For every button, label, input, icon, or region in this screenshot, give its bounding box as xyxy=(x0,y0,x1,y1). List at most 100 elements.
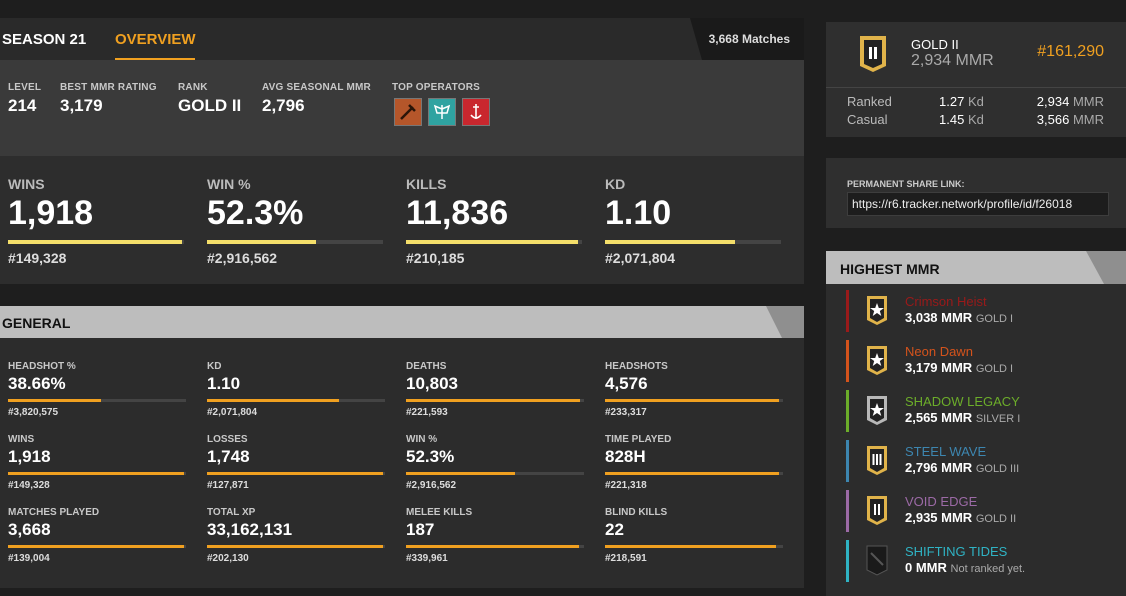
stat-value: 52.3% xyxy=(207,194,304,232)
season-mmr-item: SHIFTING TIDES 0 MMR Not ranked yet. xyxy=(846,540,1106,582)
stat-value: 52.3% xyxy=(406,447,455,466)
tab-overview[interactable]: OVERVIEW xyxy=(115,31,196,48)
stat-bar-fill xyxy=(605,399,780,402)
stat-rank: #127,871 xyxy=(207,480,249,491)
season-mmr-item: VOID EDGE 2,935 MMR GOLD II xyxy=(846,490,1106,532)
stat-rank: #149,328 xyxy=(8,480,50,491)
stat-bar xyxy=(207,545,385,548)
season-rank: SILVER I xyxy=(975,413,1021,425)
season-name[interactable]: Neon Dawn xyxy=(905,344,973,359)
stat-label: WIN % xyxy=(406,434,438,445)
general-stat-total-xp: TOTAL XP 33,162,131 #202,130 xyxy=(207,507,385,564)
stat-label: WIN % xyxy=(207,176,251,192)
summary-label: RANK xyxy=(178,82,208,93)
stat-bar-fill xyxy=(406,399,581,402)
stat-bar xyxy=(605,472,783,475)
stat-rank: #218,591 xyxy=(605,553,647,564)
mmr-value: 3,566 xyxy=(1036,112,1070,127)
stat-rank: #339,961 xyxy=(406,553,448,564)
general-stat-headshots: HEADSHOTS 4,576 #233,317 xyxy=(605,361,783,418)
season-name[interactable]: VOID EDGE xyxy=(905,494,978,509)
summary-best-mmr: BEST MMR RATING 3,179 xyxy=(60,82,157,116)
gold-ii-badge-icon xyxy=(858,34,888,74)
stat-label: LOSSES xyxy=(207,434,248,445)
gold-star-icon xyxy=(865,294,889,326)
season-mmr: 3,038 MMR GOLD I xyxy=(905,310,1013,325)
stat-bar xyxy=(207,399,385,402)
season-accent xyxy=(846,390,849,432)
stat-bar xyxy=(406,240,582,244)
mmr-value: 3,179 MMR xyxy=(905,360,973,375)
row-name: Ranked xyxy=(847,94,892,109)
operator-list xyxy=(394,98,490,126)
season-mmr-item: SHADOW LEGACY 2,565 MMR SILVER I xyxy=(846,390,1106,432)
season-accent xyxy=(846,440,849,482)
season-accent xyxy=(846,290,849,332)
operator-anchor-icon[interactable] xyxy=(462,98,490,126)
stat-value: 11,836 xyxy=(406,194,509,232)
tab-underline xyxy=(115,58,195,60)
gold-star-icon xyxy=(865,344,889,376)
stat-label: KD xyxy=(207,361,222,372)
stat-bar xyxy=(8,472,186,475)
kd-unit: Kd xyxy=(967,94,984,109)
stat-label: WINS xyxy=(8,176,45,192)
share-link-field[interactable]: https://r6.tracker.network/profile/id/f2… xyxy=(847,192,1109,216)
season-name[interactable]: STEEL WAVE xyxy=(905,444,987,459)
stat-bar xyxy=(406,545,584,548)
stat-bar xyxy=(8,399,186,402)
share-link-label: PERMANENT SHARE LINK: xyxy=(847,179,965,189)
stat-value: 22 xyxy=(605,520,624,539)
share-link-panel: PERMANENT SHARE LINK: https://r6.tracker… xyxy=(826,158,1126,228)
big-stat-kills: KILLS 11,836 #210,185 xyxy=(406,176,582,266)
stat-rank: #233,317 xyxy=(605,407,647,418)
season-mmr: 2,935 MMR GOLD II xyxy=(905,510,1016,525)
rank-card: GOLD II 2,934 MMR #161,290 Ranked 1.27 K… xyxy=(826,22,1126,137)
highest-mmr-header: HIGHEST MMR xyxy=(826,251,1126,284)
stat-value: 10,803 xyxy=(406,374,458,393)
summary-value: 2,796 xyxy=(262,96,305,115)
stat-bar-fill xyxy=(207,240,317,244)
stat-label: WINS xyxy=(8,434,35,445)
stat-bar xyxy=(605,240,781,244)
stat-bar-fill xyxy=(8,545,185,548)
general-stat-headshot-pct: HEADSHOT % 38.66% #3,820,575 xyxy=(8,361,186,418)
season-name[interactable]: SHIFTING TIDES xyxy=(905,544,1008,559)
kd-value: 1.45 xyxy=(939,112,965,127)
kd-value: 1.27 xyxy=(939,94,965,109)
summary-value: 3,179 xyxy=(60,96,103,115)
header-stripe xyxy=(1086,251,1126,284)
stat-rank: #2,916,562 xyxy=(207,250,278,266)
season-name[interactable]: Crimson Heist xyxy=(905,294,987,309)
big-stats: WINS 1,918 #149,328 WIN % 52.3% #2,916,5… xyxy=(0,156,804,284)
general-stat-melee-kills: MELEE KILLS 187 #339,961 xyxy=(406,507,584,564)
general-stat-deaths: DEATHS 10,803 #221,593 xyxy=(406,361,584,418)
stat-value: 1,748 xyxy=(207,447,250,466)
mmr-value: 2,796 MMR xyxy=(905,460,973,475)
current-rank: GOLD II xyxy=(911,37,959,52)
highest-mmr-list: Crimson Heist 3,038 MMR GOLD I Neon Dawn… xyxy=(826,284,1126,596)
stat-label: KILLS xyxy=(406,176,447,192)
stat-bar-fill xyxy=(605,240,736,244)
general-stat-kd: KD 1.10 #2,071,804 xyxy=(207,361,385,418)
stat-rank: #210,185 xyxy=(406,250,465,266)
stat-value: 33,162,131 xyxy=(207,520,293,539)
season-accent xyxy=(846,490,849,532)
stat-value: 1.10 xyxy=(605,194,672,232)
stat-value: 1,918 xyxy=(8,447,51,466)
season-name[interactable]: SHADOW LEGACY xyxy=(905,394,1020,409)
stat-bar xyxy=(8,545,186,548)
stat-value: 4,576 xyxy=(605,374,648,393)
stat-label: MATCHES PLAYED xyxy=(8,507,100,518)
operator-wings-icon[interactable] xyxy=(428,98,456,126)
mmr-value: 2,565 MMR xyxy=(905,410,973,425)
big-stat-wins: WINS 1,918 #149,328 xyxy=(8,176,184,266)
stat-bar-fill xyxy=(207,545,384,548)
season-rank: GOLD I xyxy=(975,313,1014,325)
stat-rank: #3,820,575 xyxy=(8,407,59,418)
summary-label: AVG SEASONAL MMR xyxy=(262,82,371,93)
operator-hammer-icon[interactable] xyxy=(394,98,422,126)
summary-value: 214 xyxy=(8,96,37,115)
summary-top-operators: TOP OPERATORS xyxy=(392,82,480,93)
header-stripe xyxy=(766,306,804,338)
